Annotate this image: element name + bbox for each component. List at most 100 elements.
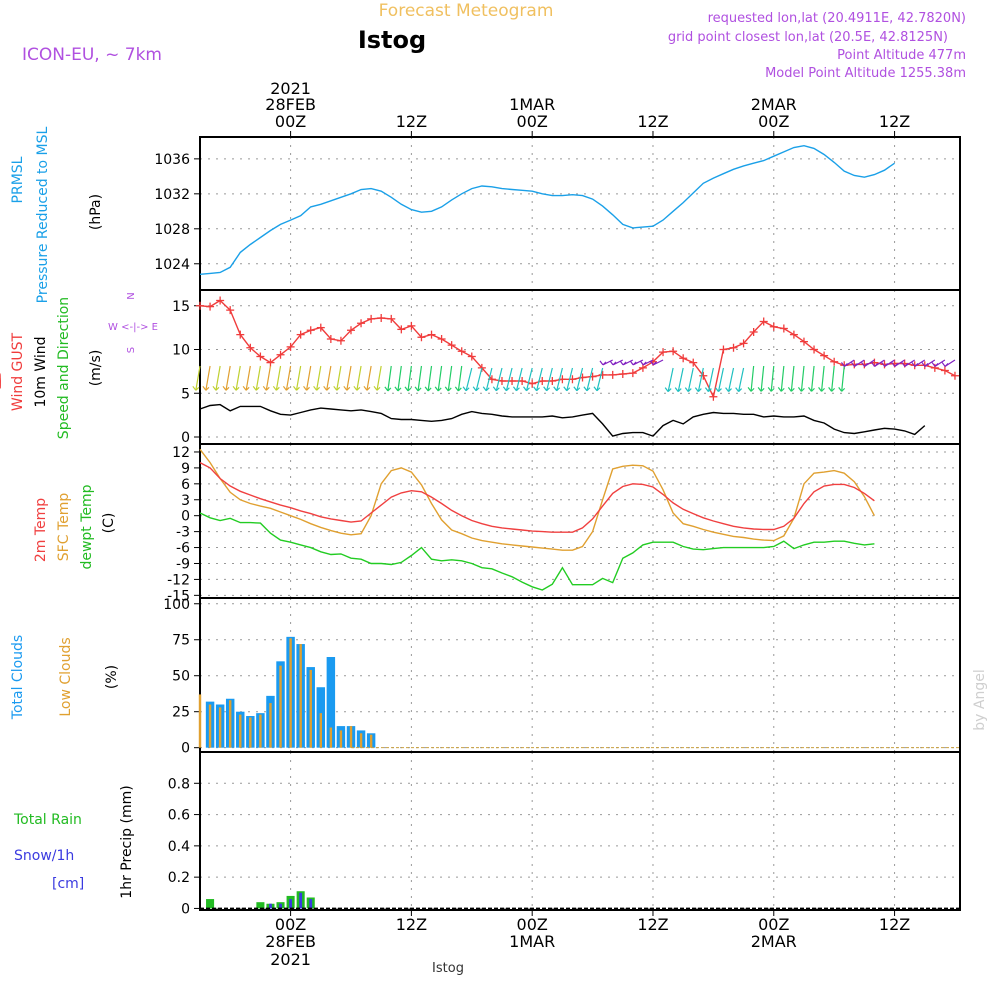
arrow-head bbox=[944, 363, 949, 367]
arrow-head bbox=[444, 386, 449, 392]
wind-direction-arrow bbox=[543, 367, 553, 392]
arrow-head bbox=[596, 387, 601, 392]
wind-direction-arrow bbox=[202, 365, 211, 391]
arrow-head bbox=[891, 362, 896, 367]
requested-location: requested lon,lat (20.4911E, 42.7820N) bbox=[708, 11, 966, 26]
arrow-shaft bbox=[417, 365, 423, 391]
wind-direction-arrow bbox=[313, 365, 322, 391]
wind-direction-arrow bbox=[941, 359, 956, 367]
arrow-head bbox=[533, 386, 538, 392]
wind-direction-arrow bbox=[881, 359, 895, 367]
wind-direction-arrow bbox=[851, 359, 865, 367]
x-tick-label-top: 1MAR bbox=[509, 95, 555, 114]
label-total-rain: Total Rain bbox=[13, 812, 82, 828]
arrow-head bbox=[884, 363, 889, 367]
gust-line-point bbox=[236, 330, 245, 339]
arrow-head bbox=[303, 385, 308, 391]
sfc-temp-line bbox=[199, 448, 876, 551]
arrow-head bbox=[684, 387, 689, 392]
wind-direction-arrow bbox=[757, 365, 765, 392]
x-tick-label-top: 28FEB bbox=[265, 95, 316, 114]
arrow-head bbox=[502, 386, 507, 392]
arrow-head bbox=[553, 386, 558, 392]
arrow-shaft bbox=[285, 365, 292, 391]
y-tick-label: 6 bbox=[181, 477, 190, 493]
rain-bar bbox=[206, 899, 215, 909]
arrow-head bbox=[384, 386, 389, 392]
wind-direction-arrow bbox=[232, 365, 241, 391]
wind-direction-arrow bbox=[735, 367, 745, 393]
gust-line-point bbox=[950, 371, 959, 380]
arrow-head bbox=[840, 362, 845, 367]
gust-line-point bbox=[820, 351, 829, 360]
label-ms: (m/s) bbox=[88, 350, 104, 387]
arrow-head bbox=[225, 386, 230, 391]
wind-direction-arrow bbox=[583, 367, 594, 392]
snow-bar bbox=[269, 903, 272, 909]
y-tick-label: 1032 bbox=[154, 187, 190, 203]
dewpt-temp-line bbox=[199, 512, 875, 591]
arrow-shaft bbox=[265, 365, 272, 391]
label-prmsl: PRMSL bbox=[10, 156, 26, 203]
chart-title: Forecast Meteogram bbox=[379, 1, 554, 21]
arrow-head bbox=[296, 386, 300, 391]
arrow-head bbox=[212, 385, 217, 391]
arrow-head bbox=[434, 386, 439, 392]
arrow-head bbox=[566, 387, 571, 392]
arrow-head bbox=[851, 362, 855, 367]
arrow-shaft bbox=[535, 367, 543, 391]
2m-temp-line bbox=[199, 461, 875, 533]
arrow-head bbox=[472, 386, 477, 392]
y-tick-label: 25 bbox=[172, 705, 190, 721]
arrow-shaft bbox=[707, 367, 714, 392]
y-tick-label: 1028 bbox=[154, 222, 190, 238]
gust-line-point bbox=[367, 314, 376, 323]
arrow-head bbox=[767, 387, 772, 392]
arrow-head bbox=[424, 386, 429, 392]
arrow-shaft bbox=[566, 367, 574, 391]
arrow-head bbox=[457, 387, 462, 392]
gust-line-point bbox=[779, 324, 788, 333]
wind-direction-arrow bbox=[523, 367, 533, 392]
label-precip: 1hr Precip (mm) bbox=[119, 785, 135, 898]
arrow-shaft bbox=[820, 365, 825, 392]
gust-line-point bbox=[709, 392, 718, 401]
arrow-head bbox=[894, 363, 899, 367]
arrow-shaft bbox=[546, 367, 553, 391]
wind-direction-arrow bbox=[599, 359, 613, 366]
wind-direction-arrow bbox=[373, 365, 382, 391]
arrow-head bbox=[202, 385, 207, 391]
wind-direction-arrow bbox=[303, 365, 312, 391]
y-tick-label: -15 bbox=[167, 588, 190, 604]
arrow-head bbox=[485, 387, 490, 392]
gust-line-point bbox=[296, 330, 305, 339]
arrow-head bbox=[694, 387, 699, 392]
wind-direction-arrow bbox=[639, 359, 654, 366]
label-pct: (%) bbox=[104, 665, 120, 689]
gust-line-point bbox=[729, 343, 738, 352]
arrow-head bbox=[718, 388, 722, 393]
wind-direction-arrow bbox=[282, 365, 292, 391]
wind-direction-arrow bbox=[931, 359, 946, 367]
gust-line-point bbox=[427, 330, 436, 339]
gust-line-point bbox=[810, 345, 819, 354]
arrow-head bbox=[831, 387, 836, 392]
y-tick-label: 0.6 bbox=[168, 808, 190, 824]
gust-line-point bbox=[699, 371, 708, 380]
arrow-head bbox=[437, 387, 442, 392]
wind-direction-arrow bbox=[414, 365, 423, 392]
low-cloud-bar bbox=[329, 727, 333, 748]
y-tick-label: -9 bbox=[176, 556, 190, 572]
arrow-head bbox=[583, 386, 588, 392]
x-tick-label-bottom: 00Z bbox=[758, 915, 789, 934]
wind-direction-arrow bbox=[222, 365, 231, 391]
y-tick-label: -12 bbox=[167, 572, 190, 588]
wind-direction-arrow bbox=[629, 359, 644, 366]
wind-direction-arrow bbox=[818, 365, 825, 392]
arrow-head bbox=[864, 363, 868, 367]
wind-direction-arrow bbox=[694, 367, 704, 393]
label-pressure: Pressure Reduced to MSL bbox=[35, 126, 51, 303]
gust-line-point bbox=[357, 319, 366, 328]
y-tick-label: 100 bbox=[163, 597, 190, 613]
gust-line-point bbox=[638, 363, 647, 372]
